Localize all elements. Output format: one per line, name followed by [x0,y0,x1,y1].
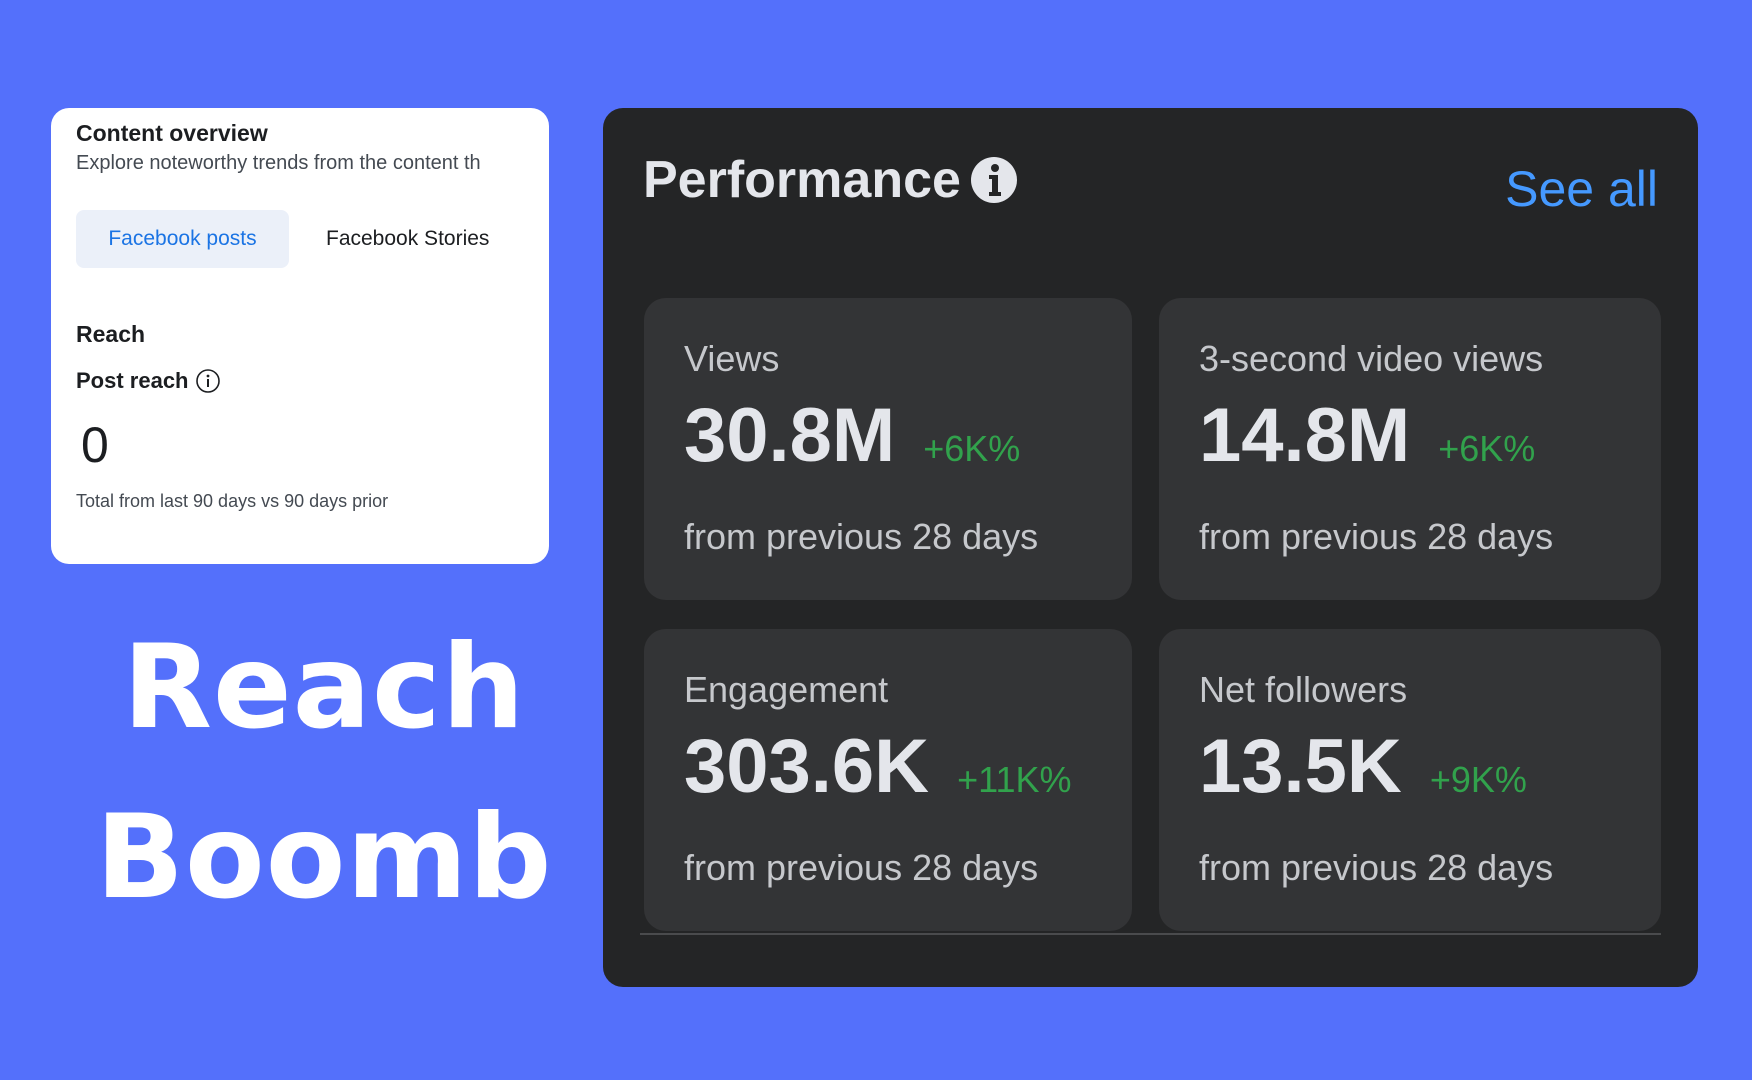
stat-card-engagement[interactable]: Engagement 303.6K +11K% from previous 28… [644,629,1132,931]
reach-section-heading: Reach [76,321,146,347]
see-all-link[interactable]: See all [1505,161,1658,217]
stat-value: 13.5K [1199,724,1402,809]
stat-change: +6K% [1438,428,1536,469]
stat-value-row: 303.6K +11K% [684,729,1132,805]
performance-title: Performance [643,151,961,209]
stat-caption: from previous 28 days [1199,847,1554,888]
performance-header: Performance [643,150,1019,210]
stat-card-3-second-video-views[interactable]: 3-second video views 14.8M +6K% from pre… [1159,298,1661,600]
stat-caption: from previous 28 days [1199,516,1554,557]
stat-value-row: 30.8M +6K% [684,398,1132,474]
post-reach-value: 0 [81,417,109,473]
headline-line-1: Reach [122,620,526,755]
stat-label: Net followers [1199,669,1408,710]
stat-label: Engagement [684,669,889,710]
performance-stat-grid: Views 30.8M +6K% from previous 28 days 3… [644,298,1661,931]
stat-caption: from previous 28 days [684,516,1039,557]
info-outline-icon[interactable] [195,368,221,394]
stat-label: Views [684,338,780,379]
content-overview-subtitle: Explore noteworthy trends from the conte… [76,152,481,174]
tab-facebook-posts[interactable]: Facebook posts [76,210,289,268]
stat-caption: from previous 28 days [684,847,1039,888]
stat-card-net-followers[interactable]: Net followers 13.5K +9K% from previous 2… [1159,629,1661,931]
stat-label: 3-second video views [1199,338,1544,379]
stat-change: +11K% [957,759,1072,800]
stat-value: 303.6K [684,724,930,809]
stat-change: +6K% [923,428,1021,469]
stat-value: 14.8M [1199,393,1411,478]
stat-value-row: 13.5K +9K% [1199,729,1661,805]
post-reach-label-row: Post reach [76,368,221,394]
post-reach-caption: Total from last 90 days vs 90 days prior [76,491,389,511]
stat-change: +9K% [1429,759,1527,800]
performance-panel: Performance See all Views 30.8M +6K% fro… [603,108,1698,987]
info-filled-icon[interactable] [969,155,1019,205]
tab-facebook-stories[interactable]: Facebook Stories [326,227,490,250]
stat-value: 30.8M [684,393,896,478]
panel-divider [640,933,1661,935]
stat-value-row: 14.8M +6K% [1199,398,1661,474]
stat-card-views[interactable]: Views 30.8M +6K% from previous 28 days [644,298,1132,600]
post-reach-label: Post reach [76,368,189,393]
content-overview-card: Content overview Explore noteworthy tren… [51,108,549,564]
content-overview-title: Content overview [76,120,268,146]
headline-line-2: Boomb [95,790,553,925]
